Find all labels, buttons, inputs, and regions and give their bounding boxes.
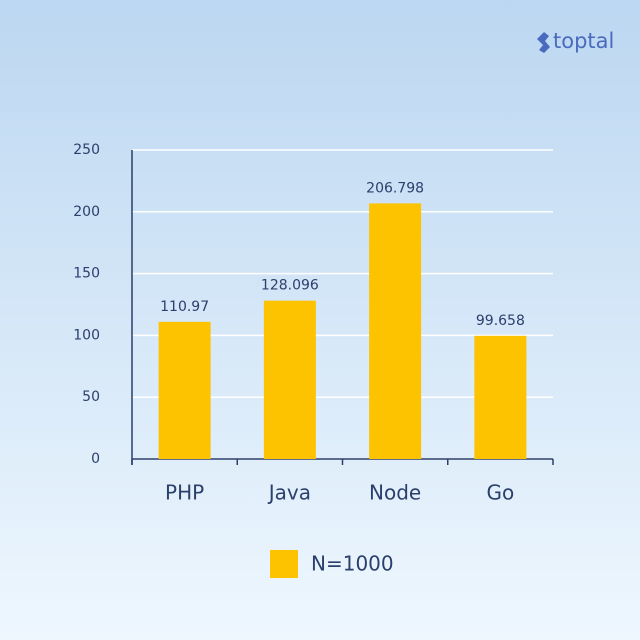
bar: [369, 203, 422, 459]
bar: [263, 300, 316, 459]
bar: [158, 321, 211, 459]
y-tick-label: 0: [91, 451, 100, 467]
data-label: 128.096: [261, 278, 319, 294]
legend-label: N=1000: [311, 552, 394, 576]
logo: toptal: [537, 29, 614, 53]
y-tick-label: 50: [82, 389, 100, 405]
y-tick-label: 250: [73, 142, 100, 158]
data-label: 99.658: [476, 313, 525, 329]
x-tick-label: Java: [267, 481, 311, 505]
data-label: 110.97: [160, 299, 209, 315]
logo-text: toptal: [553, 29, 614, 53]
bar: [474, 335, 527, 459]
logo-icon: [537, 32, 550, 53]
legend-swatch: [270, 550, 298, 578]
x-tick-label: Node: [369, 481, 421, 505]
x-tick-label: PHP: [165, 481, 204, 505]
x-tick-label: Go: [487, 481, 515, 505]
y-tick-label: 200: [73, 204, 100, 220]
y-tick-label: 100: [73, 327, 100, 343]
y-tick-label: 150: [73, 266, 100, 282]
data-label: 206.798: [366, 180, 424, 196]
